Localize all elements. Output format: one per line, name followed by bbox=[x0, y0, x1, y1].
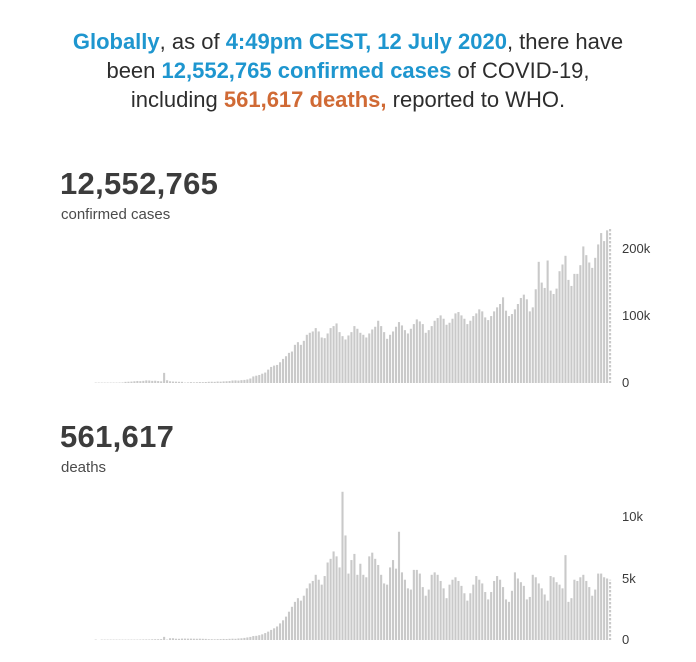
confirmed-cases-label: confirmed cases bbox=[61, 206, 171, 223]
confirmed-cases-bars[interactable] bbox=[0, 221, 696, 383]
y-axis-tick-label: 100k bbox=[622, 308, 651, 324]
summary-segment: , as of bbox=[159, 29, 226, 54]
summary-segment: of COVID-19, including bbox=[130, 58, 590, 112]
deaths-count: 561,617 bbox=[60, 419, 175, 454]
summary-segment: reported to WHO. bbox=[386, 87, 566, 112]
deaths-chart[interactable]: 10k 5k 0 bbox=[0, 478, 696, 647]
deaths-bars[interactable] bbox=[0, 478, 696, 640]
summary-segment: 4:49pm CEST, 12 July 2020 bbox=[225, 29, 507, 54]
confirmed-cases-count: 12,552,765 bbox=[60, 166, 219, 201]
y-axis-tick-label: 5k bbox=[622, 570, 636, 586]
y-axis-tick-label: 10k bbox=[622, 509, 643, 524]
confirmed-cases-chart[interactable]: 200k 100k 0 bbox=[0, 221, 696, 390]
summary-segment: , there have been bbox=[106, 29, 624, 83]
y-axis-tick-label: 0 bbox=[622, 375, 630, 390]
deaths-label: deaths bbox=[61, 459, 107, 476]
summary-segment: Globally bbox=[72, 29, 160, 54]
y-axis-tick-label: 200k bbox=[622, 241, 651, 257]
y-axis-tick-label: 0 bbox=[622, 632, 630, 647]
summary-segment: 561,617 deaths, bbox=[223, 87, 387, 112]
summary-segment: 12,552,765 confirmed cases bbox=[161, 58, 452, 83]
summary-text: Globally, as of 4:49pm CEST, 12 July 202… bbox=[62, 27, 634, 114]
